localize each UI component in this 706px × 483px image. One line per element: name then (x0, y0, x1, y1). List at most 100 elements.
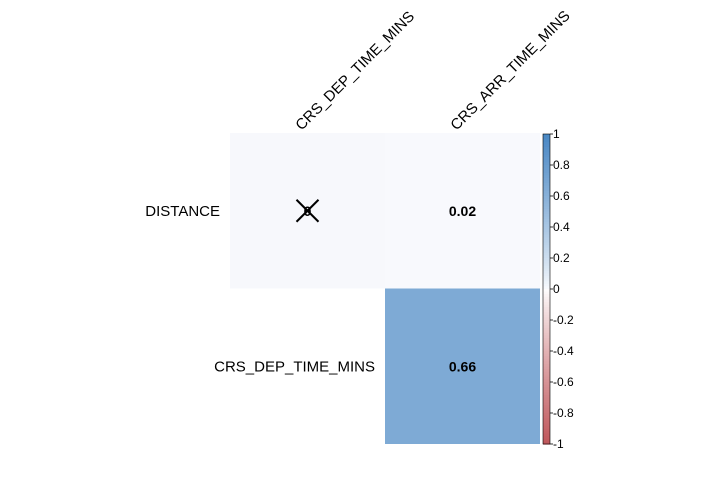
legend-color-segment (543, 162, 550, 166)
legend-color-segment (543, 283, 550, 288)
legend-color-segment (543, 389, 550, 393)
legend-color-segment (543, 353, 550, 357)
legend-color-segment (543, 299, 550, 303)
legend-color-segment (543, 356, 550, 360)
legend-color-segment (543, 438, 550, 443)
column-label: CRS_ARR_TIME_MINS (447, 7, 573, 133)
legend-color-segment (543, 260, 550, 264)
legend-color-segment (543, 433, 550, 437)
legend-tick-label: -0.8 (553, 406, 574, 420)
legend-color-segment (543, 237, 550, 241)
legend-color-segment (543, 320, 550, 324)
legend-color-segment (543, 392, 550, 396)
legend-tick-label: -0.4 (553, 344, 574, 358)
legend-color-segment (543, 301, 550, 306)
legend-color-segment (543, 343, 550, 347)
legend-color-segment (543, 374, 550, 378)
row-labels: DISTANCE CRS_DEP_TIME_MINS (145, 203, 375, 376)
legend-color-segment (543, 157, 550, 161)
legend-color-segment (543, 361, 550, 365)
heatmap-cell (385, 288, 540, 444)
legend-color-segment (543, 208, 550, 213)
legend-color-segment (543, 139, 550, 143)
legend-color-segment (543, 183, 550, 187)
legend-color-segment (543, 423, 550, 427)
legend-color-segment (543, 227, 550, 231)
legend-color-segment (543, 371, 550, 375)
legend-color-segment (543, 268, 550, 272)
legend-color-segment (543, 175, 550, 179)
legend-color-segment (543, 172, 550, 176)
legend-color-segment (543, 332, 550, 337)
legend-color-segment (543, 402, 550, 406)
legend-color-segment (543, 413, 550, 417)
legend-color-segment (543, 294, 550, 298)
legend-color-segment (543, 203, 550, 207)
legend-color-segment (543, 216, 550, 220)
legend-color-segment (543, 146, 550, 151)
legend-color-segment (543, 136, 550, 140)
legend-color-segment (543, 185, 550, 189)
legend-color-segment (543, 245, 550, 249)
legend-color-segment (543, 134, 550, 138)
legend-color-segment (543, 286, 550, 290)
legend-color-segment (543, 330, 550, 334)
legend-color-segment (543, 289, 550, 293)
legend-color-segment (543, 307, 550, 311)
legend-color-segment (543, 177, 550, 182)
legend-color-segment (543, 270, 550, 275)
legend-color-segment (543, 278, 550, 282)
legend-color-segment (543, 400, 550, 404)
legend-color-segment (543, 317, 550, 321)
legend-color-segment (543, 219, 550, 223)
legend-color-segment (543, 363, 550, 368)
legend-color-segment (543, 296, 550, 300)
legend-tick-label: 0.4 (553, 220, 570, 234)
legend-tick-label: 0.6 (553, 189, 570, 203)
legend-color-segment (543, 180, 550, 184)
legend-color-segment (543, 190, 550, 195)
legend-color-segment (543, 159, 550, 164)
legend-color-segment (543, 304, 550, 308)
legend-color-segment (543, 221, 550, 226)
legend-color-segment (543, 425, 550, 430)
cell-value-label: 0.66 (449, 358, 476, 374)
legend-color-segment (543, 232, 550, 236)
legend-color-segment (543, 239, 550, 244)
legend-color-segment (543, 196, 550, 200)
legend-color-segment (543, 394, 550, 399)
legend-color-segment (543, 149, 550, 153)
legend-color-segment (543, 312, 550, 316)
legend-color-segment (543, 247, 550, 251)
legend-color-segment (543, 291, 550, 295)
column-labels: CRS_DEP_TIME_MINS CRS_ARR_TIME_MINS (292, 7, 573, 133)
cell-value-labels: 00.020.66 (295, 199, 476, 374)
legend-color-segment (543, 258, 550, 262)
legend-color-segment (543, 335, 550, 339)
legend-color-segment (543, 358, 550, 362)
legend-tick-label: -1 (553, 437, 564, 451)
legend-color-segment (543, 193, 550, 197)
legend-color-segment (543, 387, 550, 391)
cell-value-label: 0.02 (449, 203, 476, 219)
legend-color-segment (543, 436, 550, 440)
legend-color-segment (543, 198, 550, 202)
legend-color-segment (543, 340, 550, 344)
legend-color-segment (543, 345, 550, 350)
legend-color-segment (543, 338, 550, 342)
legend-color-segment (543, 348, 550, 352)
legend-color-segment (543, 441, 550, 445)
legend-color-segment (543, 431, 550, 435)
legend-color-segment (543, 152, 550, 156)
color-legend: 1 0.8 0.6 0.4 0.2 0 -0.2 -0.4 -0.6 -0.8 -1 (542, 127, 574, 451)
legend-color-segment (543, 144, 550, 148)
legend-color-segment (543, 405, 550, 409)
legend-color-segment (543, 265, 550, 269)
heatmap-cells (230, 133, 540, 444)
legend-tick-label: 0 (553, 282, 560, 296)
legend-color-segment (543, 379, 550, 383)
legend-color-segment (543, 263, 550, 267)
insignificant-cross-mark (295, 199, 320, 223)
legend-color-segment (543, 322, 550, 326)
